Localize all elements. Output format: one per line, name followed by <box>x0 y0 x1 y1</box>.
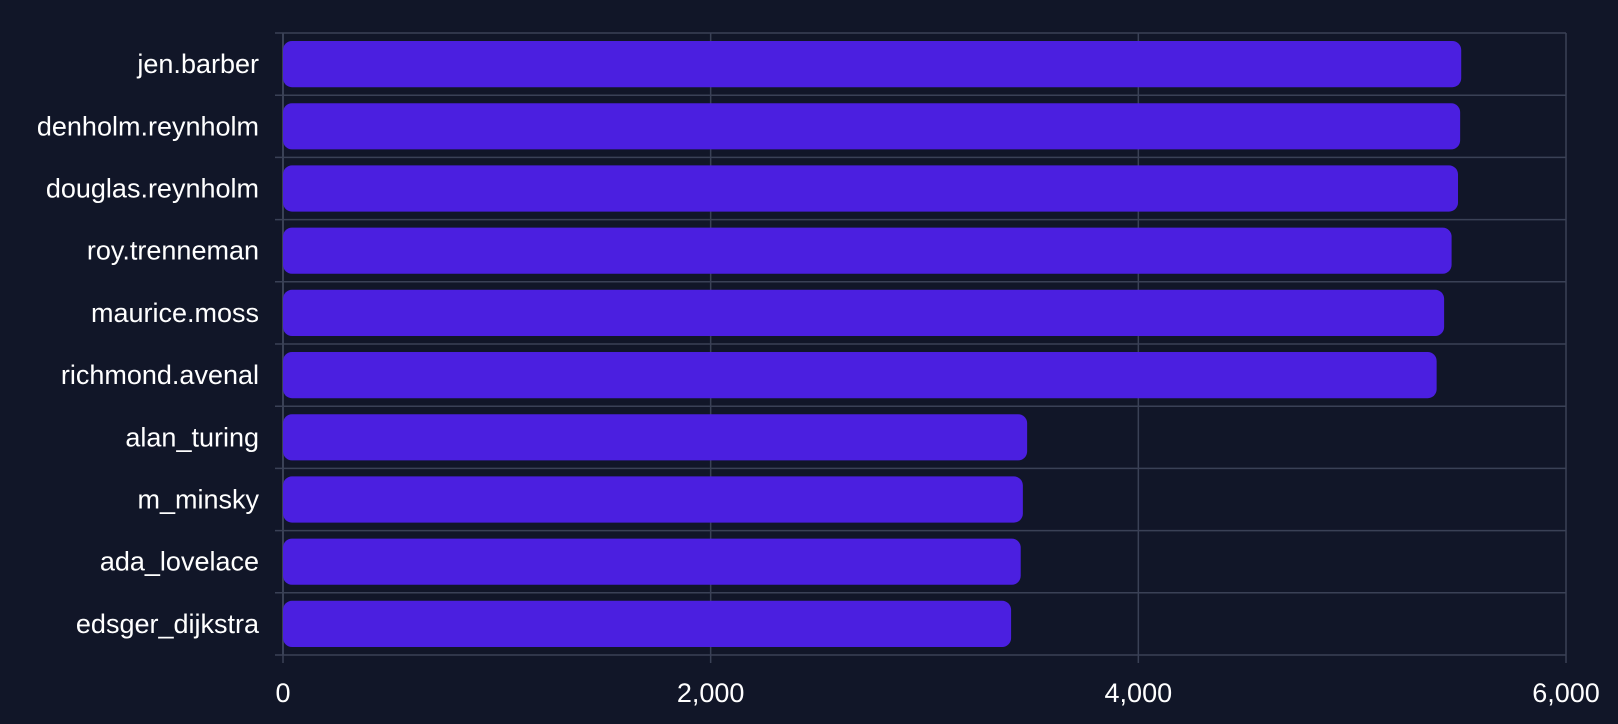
bar[interactable] <box>283 41 1462 88</box>
category-label: douglas.reynholm <box>46 174 259 204</box>
category-label: edsger_dijkstra <box>76 609 260 639</box>
category-label: m_minsky <box>137 485 259 515</box>
bar[interactable] <box>283 538 1021 585</box>
x-tick-label: 2,000 <box>677 678 745 708</box>
bar[interactable] <box>283 103 1461 150</box>
bar[interactable] <box>283 476 1023 523</box>
category-label: maurice.moss <box>91 298 259 328</box>
x-tick-label: 4,000 <box>1105 678 1173 708</box>
grid-layer <box>275 32 1567 663</box>
category-label: jen.barber <box>136 49 259 79</box>
category-label: alan_turing <box>125 422 259 452</box>
x-tick-label: 6,000 <box>1532 678 1600 708</box>
category-label: denholm.reynholm <box>37 111 259 141</box>
x-tick-label: 0 <box>275 678 290 708</box>
bar[interactable] <box>283 414 1028 461</box>
label-layer: 0 2,000 4,000 6,000 jen.barber denholm.reynho… <box>37 49 1600 708</box>
category-label: richmond.avenal <box>61 360 259 390</box>
category-label: roy.trenneman <box>87 236 259 266</box>
bar[interactable] <box>283 352 1437 399</box>
bar[interactable] <box>283 227 1452 274</box>
category-label: ada_lovelace <box>100 547 259 577</box>
bar-layer <box>283 41 1462 647</box>
bar[interactable] <box>283 165 1459 212</box>
bar[interactable] <box>283 600 1012 647</box>
bar[interactable] <box>283 289 1445 336</box>
